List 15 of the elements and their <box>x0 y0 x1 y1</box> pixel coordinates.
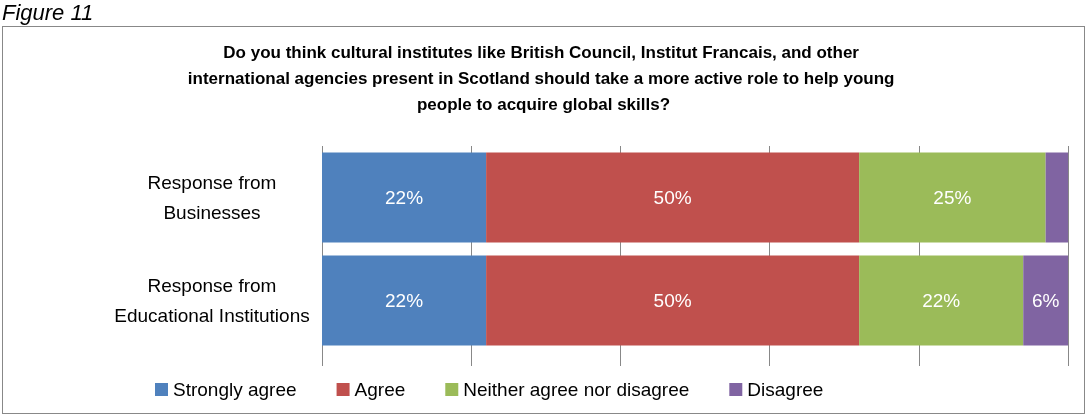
data-label: 22% <box>385 290 424 311</box>
data-label: 50% <box>653 187 692 208</box>
y-tick-label: Response from Businesses <box>147 172 277 223</box>
data-label: 50% <box>653 290 692 311</box>
legend-label: Strongly agree <box>173 379 297 400</box>
data-label: 22% <box>922 290 961 311</box>
data-label: 25% <box>933 187 972 208</box>
data-label: 22% <box>385 187 424 208</box>
chart-title: Do you think cultural institutes like British Council, Institut Francais, and other international agencies present in Scotland should take a more active role to help young people to acquire global skills? <box>187 42 900 114</box>
caption: Figure 11 <box>2 0 94 25</box>
legend-label: Neither agree nor disagree <box>463 379 690 400</box>
legend-label: Disagree <box>747 379 824 400</box>
legend-label: Agree <box>354 379 406 400</box>
data-label: 6% <box>1031 290 1060 311</box>
y-tick-label: Response from Educational Institutions <box>114 275 310 326</box>
